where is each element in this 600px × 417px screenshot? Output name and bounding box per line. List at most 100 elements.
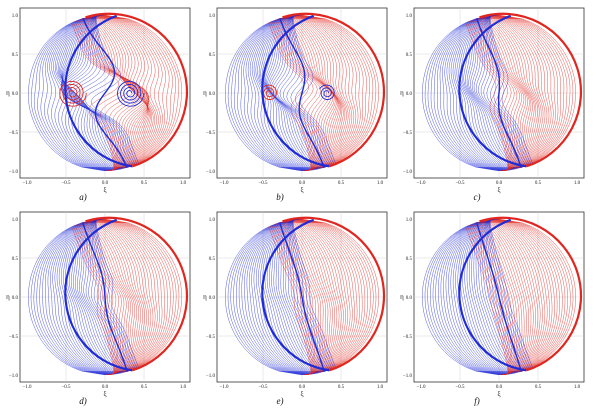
- x-axis-label: ξ: [497, 390, 500, 398]
- streamline-blue: [283, 15, 336, 171]
- streamline-blue: [438, 219, 507, 375]
- y-tick-label: −1.0: [9, 374, 19, 379]
- streamline-blue: [487, 219, 533, 375]
- streamline-red: [93, 219, 156, 375]
- x-tick-label: −1.0: [22, 385, 32, 390]
- y-tick-label: 1.0: [209, 218, 216, 223]
- streamline-blue: [292, 219, 341, 375]
- streamline-red: [491, 219, 560, 375]
- streamline-blue: [37, 15, 110, 171]
- streamline-red: [276, 219, 326, 375]
- boundary-red: [479, 12, 583, 168]
- streamline-red: [74, 219, 122, 375]
- streamline-red: [288, 15, 351, 171]
- boundary-blue: [64, 14, 133, 168]
- x-tick-label: −0.5: [61, 385, 71, 390]
- streamline-red: [491, 15, 559, 171]
- streamline-red: [272, 219, 320, 375]
- x-tick-label: 0.0: [299, 181, 306, 186]
- x-tick-label: 1.0: [574, 385, 581, 390]
- streamline-blue: [56, 219, 119, 375]
- boundary-red: [282, 216, 386, 372]
- y-tick-label: −0.5: [9, 131, 19, 136]
- y-axis-label: η: [203, 293, 207, 301]
- streamline-red: [464, 15, 510, 171]
- streamline-red: [483, 219, 543, 375]
- streamline-blue: [247, 15, 312, 171]
- streamline-red: [299, 219, 374, 375]
- streamline-blue: [237, 15, 308, 171]
- streamline-blue: [225, 219, 303, 375]
- x-tick-label: −1.0: [416, 385, 426, 390]
- streamline-red: [487, 219, 550, 375]
- x-tick-label: −0.5: [258, 181, 268, 186]
- streamline-red: [94, 219, 158, 375]
- streamline-red: [96, 15, 161, 171]
- streamline-blue: [39, 219, 111, 375]
- streamline-red: [474, 219, 525, 375]
- streamline-red: [271, 219, 318, 375]
- streamline-blue: [262, 219, 320, 375]
- streamline-red: [301, 15, 379, 171]
- streamline-red: [474, 15, 530, 171]
- streamline-red: [269, 219, 316, 375]
- streamline-red: [272, 15, 332, 171]
- streamline-blue: [61, 15, 123, 171]
- streamline-red: [463, 219, 510, 375]
- streamline-red: [469, 15, 523, 171]
- streamline-red: [66, 15, 120, 171]
- streamline-blue: [422, 219, 500, 375]
- streamline-red: [479, 15, 537, 171]
- y-tick-label: −1.0: [403, 374, 413, 379]
- x-tick-label: −1.0: [22, 181, 32, 186]
- streamline-blue: [72, 219, 128, 375]
- separatrix: [475, 16, 523, 170]
- streamline-red: [300, 219, 377, 375]
- streamline-blue: [286, 219, 333, 375]
- x-axis-label: ξ: [300, 186, 303, 194]
- x-tick-label: −1.0: [219, 181, 229, 186]
- streamline-blue: [61, 15, 135, 171]
- streamline-red: [95, 15, 159, 171]
- streamline-red: [80, 15, 150, 171]
- streamline-red: [295, 15, 364, 171]
- panel-a: −1.0 −0.5 0.0 0.5 1.0 1.0 0.5 0.0 −0.5 −1.0 ξ η a): [6, 7, 191, 202]
- streamline-red: [294, 219, 363, 375]
- streamline-blue: [269, 15, 329, 171]
- streamline-red: [489, 219, 555, 375]
- streamline-blue: [47, 15, 113, 171]
- streamline-red: [277, 219, 329, 375]
- streamline-red: [99, 219, 171, 375]
- streamline-blue: [292, 219, 340, 375]
- streamline-blue: [424, 15, 501, 171]
- y-tick-label: 0.0: [209, 92, 216, 97]
- streamline-red: [484, 219, 546, 375]
- x-tick-label: 1.0: [377, 385, 384, 390]
- vortex-spiral: [117, 80, 145, 107]
- streamline-red: [285, 15, 346, 171]
- x-tick-label: −0.5: [258, 385, 268, 390]
- streamline-red: [98, 219, 168, 375]
- y-tick-label: 0.0: [12, 296, 19, 301]
- x-tick-label: −1.0: [416, 181, 426, 186]
- streamline-red: [484, 15, 546, 171]
- x-tick-label: 0.0: [102, 385, 109, 390]
- streamline-blue: [70, 15, 139, 171]
- streamline-blue: [62, 219, 122, 375]
- streamline-red: [475, 15, 532, 171]
- streamline-blue: [430, 219, 504, 375]
- separatrix: [278, 16, 326, 170]
- streamline-blue: [50, 219, 115, 375]
- streamline-red: [476, 219, 529, 375]
- streamline-red: [297, 15, 371, 171]
- streamline-red: [279, 219, 333, 375]
- streamline-red: [476, 15, 533, 171]
- streamline-red: [477, 15, 535, 171]
- streamline-blue: [249, 15, 313, 171]
- streamline-blue: [432, 219, 505, 375]
- streamline-blue: [81, 219, 132, 375]
- streamline-blue: [230, 219, 305, 375]
- streamline-red: [482, 15, 542, 171]
- streamline-red: [103, 15, 180, 171]
- streamline-red: [489, 15, 554, 171]
